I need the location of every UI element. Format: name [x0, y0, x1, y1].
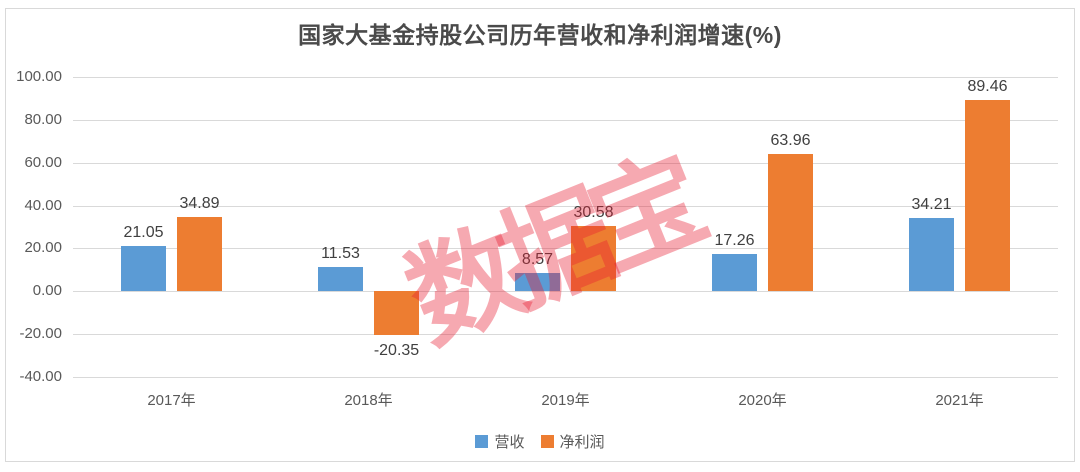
x-tick-label: 2017年: [147, 392, 196, 409]
revenue-bar: [121, 246, 166, 292]
value-label: 8.57: [521, 250, 554, 268]
gridline: [73, 205, 1058, 207]
gridline: [73, 119, 1058, 121]
revenue-bar: [515, 272, 560, 292]
value-label: 89.46: [967, 77, 1008, 95]
profit-bar: [374, 291, 419, 335]
gridline: [73, 162, 1058, 164]
profit-bar: [571, 225, 616, 292]
value-label: 11.53: [321, 244, 360, 262]
revenue-bar: [909, 218, 954, 292]
x-tick-label: 2020年: [738, 392, 787, 409]
revenue-bar: [712, 254, 757, 292]
legend-item-profit: 净利润: [540, 431, 605, 452]
value-label: 21.05: [123, 224, 164, 242]
profit-legend-swatch-icon: [540, 435, 554, 448]
y-tick-label: 100.00: [16, 68, 62, 85]
legend: 营收 净利润: [0, 431, 1080, 452]
value-label: 30.58: [573, 203, 614, 221]
y-tick-label: -20.00: [19, 325, 62, 343]
value-label: 34.89: [179, 194, 220, 212]
gridline: [73, 248, 1058, 250]
gridline: [73, 291, 1058, 293]
y-tick-label: 0.00: [32, 282, 62, 300]
y-tick-label: 40.00: [24, 196, 62, 214]
y-tick-label: 80.00: [24, 110, 62, 128]
gridline: [73, 334, 1058, 336]
value-label: -20.35: [373, 341, 420, 359]
legend-item-revenue: 营收: [475, 431, 525, 452]
plot-area: 21.05 34.89 11.53 -20.35 8.57 30.58 17.26 63.96…: [73, 77, 1058, 378]
legend-label-revenue: 营收: [494, 434, 525, 451]
revenue-bar: [318, 266, 363, 292]
y-tick-label: -40.00: [19, 368, 62, 385]
revenue-legend-swatch-icon: [475, 435, 489, 448]
gridline: [73, 77, 1058, 78]
y-tick-label: 60.00: [24, 153, 62, 171]
gridline: [73, 377, 1058, 378]
chart-title: 国家大基金持股公司历年营收和净利润增速(%): [298, 22, 782, 48]
x-tick-label: 2019年: [541, 392, 590, 409]
y-tick-label: 20.00: [24, 239, 62, 257]
profit-bar: [965, 99, 1010, 292]
x-tick-label: 2018年: [344, 392, 393, 409]
legend-label-profit: 净利润: [559, 434, 605, 451]
x-tick-label: 2021年: [935, 392, 984, 409]
value-label: 17.26: [714, 232, 755, 250]
profit-bar: [768, 154, 813, 292]
profit-bar: [177, 216, 222, 292]
value-label: 63.96: [770, 132, 811, 150]
value-label: 34.21: [911, 196, 952, 213]
